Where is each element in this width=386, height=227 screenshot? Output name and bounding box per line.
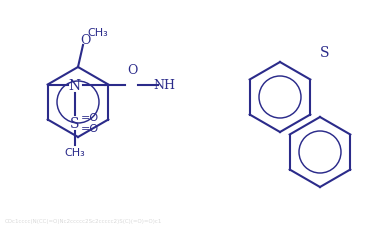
Text: NH: NH [154,79,176,92]
Text: O: O [127,64,138,77]
Text: S: S [70,116,80,130]
Text: S: S [320,46,330,60]
Text: N: N [69,78,81,92]
Text: =O: =O [81,124,99,134]
Text: O: O [80,33,90,46]
Text: CH₃: CH₃ [64,148,85,158]
Text: CH₃: CH₃ [88,28,108,38]
Text: COc1cccc(N(CC(=O)Nc2ccccc2Sc2ccccc2)S(C)(=O)=O)c1: COc1cccc(N(CC(=O)Nc2ccccc2Sc2ccccc2)S(C)… [5,218,163,223]
Text: =O: =O [81,112,99,122]
